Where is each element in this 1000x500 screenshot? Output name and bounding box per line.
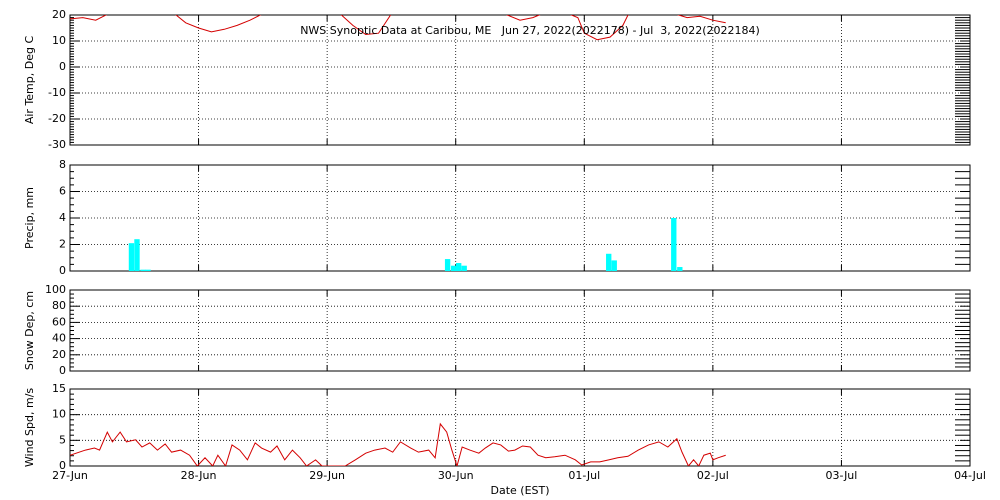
plot-data <box>70 15 726 41</box>
y-tick-label: -30 <box>48 138 66 151</box>
plot-frame <box>69 289 971 372</box>
x-tick-label: 30-Jun <box>438 469 474 482</box>
plot-data <box>70 422 726 466</box>
x-tick-label: 29-Jun <box>309 469 345 482</box>
y-tick-label: 0 <box>59 264 66 277</box>
x-tick-label: 28-Jun <box>181 469 217 482</box>
y-tick-label: 15 <box>52 382 66 395</box>
bar <box>134 239 140 271</box>
bar <box>145 269 151 271</box>
bar <box>128 243 135 271</box>
y-tick-label: 8 <box>59 158 66 171</box>
x-tick-label: 27-Jun <box>52 469 88 482</box>
y-tick-label: 2 <box>59 238 66 251</box>
y-tick-label: 100 <box>45 283 66 296</box>
y-tick-label: 20 <box>52 348 66 361</box>
y-tick-label: 40 <box>52 332 66 345</box>
y-tick-label: -10 <box>48 86 66 99</box>
y-tick-label: 20 <box>52 8 66 21</box>
y-tick-label: 0 <box>59 459 66 472</box>
chart-title: NWS Synoptic Data at Caribou, ME Jun 27,… <box>300 24 760 37</box>
plot-frame <box>69 388 971 467</box>
bar <box>140 269 146 271</box>
x-tick-label: 03-Jul <box>825 469 857 482</box>
bar <box>461 265 467 271</box>
y-tick-label: 0 <box>59 60 66 73</box>
bar <box>611 260 617 271</box>
y-tick-label: 5 <box>59 433 66 446</box>
y-tick-label: 0 <box>59 364 66 377</box>
y-tick-label: 10 <box>52 408 66 421</box>
y-tick-label: -20 <box>48 112 66 125</box>
y-axis-label: Wind Spd, m/s <box>23 388 36 468</box>
y-tick-label: 10 <box>52 34 66 47</box>
bar <box>677 267 683 271</box>
plot-frame <box>69 14 971 146</box>
y-tick-label: 6 <box>59 185 66 198</box>
data-line <box>70 422 726 466</box>
data-line <box>70 15 726 41</box>
y-axis-label: Air Temp, Deg C <box>23 36 36 125</box>
y-tick-label: 4 <box>59 211 66 224</box>
y-axis-label: Precip, mm <box>23 187 36 249</box>
plot-frame <box>69 164 971 272</box>
bar <box>606 253 612 271</box>
bar <box>444 259 451 271</box>
bar <box>455 263 462 271</box>
bar <box>671 218 677 271</box>
x-axis-label: Date (EST) <box>490 484 549 497</box>
x-tick-label: 04-Jul <box>954 469 986 482</box>
plot-data <box>128 218 683 271</box>
x-tick-label: 01-Jul <box>568 469 600 482</box>
x-tick-label: 02-Jul <box>697 469 729 482</box>
y-axis-label: Snow Dep, cm <box>23 291 36 370</box>
y-tick-label: 80 <box>52 299 66 312</box>
bar <box>450 265 457 271</box>
y-tick-label: 60 <box>52 315 66 328</box>
